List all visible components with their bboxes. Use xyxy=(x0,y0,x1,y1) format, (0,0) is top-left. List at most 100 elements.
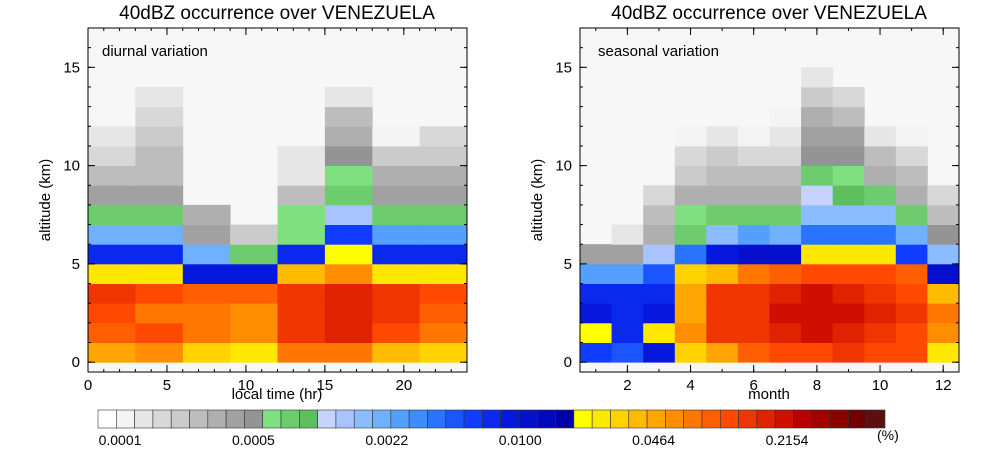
x-tick-label: 10 xyxy=(872,377,889,394)
heatmap-cell xyxy=(895,145,928,166)
heatmap-cell xyxy=(769,322,802,343)
heatmap-cell xyxy=(182,342,231,363)
y-axis-label-diurnal: altitude (km) xyxy=(37,159,54,242)
colorbar-swatch xyxy=(390,409,410,429)
heatmap-cell xyxy=(674,126,707,147)
heatmap-cell xyxy=(88,224,136,245)
heatmap-cell xyxy=(182,244,231,265)
heatmap-cell xyxy=(277,145,326,166)
colorbar-tick-label: 0.0100 xyxy=(499,432,542,448)
heatmap-cell xyxy=(419,244,468,265)
heatmap-cell xyxy=(927,263,960,284)
heatmap-cell xyxy=(135,322,184,343)
heatmap-cell xyxy=(182,204,231,225)
colorbar-swatch xyxy=(445,409,465,429)
y-tick-label: 15 xyxy=(63,59,80,76)
x-tick-label: 20 xyxy=(395,377,412,394)
heatmap-cell xyxy=(737,283,770,304)
heatmap-cell xyxy=(643,303,676,324)
heatmap-cell xyxy=(674,204,707,225)
heatmap-cell xyxy=(135,204,184,225)
heatmap-cell xyxy=(88,185,136,206)
colorbar-swatch xyxy=(116,409,135,429)
heatmap-cell xyxy=(88,322,136,343)
x-axis-label-diurnal: local time (hr) xyxy=(232,386,323,403)
heatmap-cell xyxy=(135,303,184,324)
colorbar-swatch xyxy=(646,409,666,429)
heatmap-cell xyxy=(832,224,865,245)
heatmap-cell xyxy=(135,126,184,147)
heatmap-cell xyxy=(769,145,802,166)
heatmap-cell xyxy=(927,244,960,265)
heatmap-cell xyxy=(611,283,644,304)
x-tick-label: 8 xyxy=(813,377,821,394)
heatmap-cell xyxy=(737,224,770,245)
heatmap-cell xyxy=(580,342,612,363)
heatmap-cell xyxy=(706,303,739,324)
colorbar-swatch xyxy=(207,409,227,429)
heatmap-cell xyxy=(230,244,278,265)
heatmap-cell xyxy=(801,106,834,127)
heatmap-cell xyxy=(643,185,676,206)
heatmap-cell xyxy=(324,263,373,284)
colorbar-swatch xyxy=(573,409,593,429)
heatmap-cell xyxy=(277,165,326,186)
colorbar-swatch xyxy=(152,409,172,429)
heatmap-cell xyxy=(737,185,770,206)
colorbar-swatch xyxy=(500,409,520,429)
heatmap-cell xyxy=(611,263,644,284)
colorbar-swatch xyxy=(756,409,776,429)
heatmap-cell xyxy=(135,342,184,363)
heatmap-cell xyxy=(895,263,928,284)
heatmap-cell xyxy=(832,106,865,127)
heatmap-cell xyxy=(674,185,707,206)
heatmap-cell xyxy=(801,322,834,343)
heatmap-cell xyxy=(674,224,707,245)
heatmap-cell xyxy=(324,165,373,186)
y-tick-label: 5 xyxy=(72,256,80,273)
heatmap-cell xyxy=(832,283,865,304)
heatmap-cell xyxy=(801,224,834,245)
heatmap-cell xyxy=(832,303,865,324)
heatmap-cell xyxy=(706,322,739,343)
heatmap-cell xyxy=(801,303,834,324)
heatmap-cell xyxy=(674,303,707,324)
heatmap-cell xyxy=(927,224,960,245)
heatmap-cell xyxy=(135,224,184,245)
x-tick-label: 5 xyxy=(163,377,171,394)
chart-title-seasonal: 40dBZ occurrence over VENEZUELA xyxy=(611,3,927,24)
heatmap-cell xyxy=(643,204,676,225)
heatmap-cell xyxy=(864,145,897,166)
colorbar-swatch xyxy=(793,409,813,429)
colorbar-swatch xyxy=(665,409,684,429)
heatmap-cell xyxy=(324,87,373,108)
colorbar-swatch xyxy=(134,409,154,429)
heatmap-cell xyxy=(324,224,373,245)
colorbar-swatch xyxy=(701,409,721,429)
heatmap-cell xyxy=(864,165,897,186)
colorbar-swatch xyxy=(555,409,575,429)
heatmap-cell xyxy=(643,244,676,265)
colorbar-swatch xyxy=(719,409,739,429)
heatmap-cell xyxy=(324,283,373,304)
colorbar-swatch xyxy=(372,409,392,429)
heatmap-cell xyxy=(801,263,834,284)
heatmap-cell xyxy=(706,204,739,225)
x-tick-label: 6 xyxy=(750,377,758,394)
heatmap-cell xyxy=(864,283,897,304)
y-tick-label: 0 xyxy=(72,354,80,371)
heatmap-cell xyxy=(706,263,739,284)
heatmap-cell xyxy=(611,303,644,324)
heatmap-cell xyxy=(832,342,865,363)
colorbar-swatch xyxy=(408,409,428,429)
heatmap-cell xyxy=(895,283,928,304)
heatmap-cell xyxy=(419,185,468,206)
heatmap-cell xyxy=(737,263,770,284)
heatmap-cell xyxy=(230,263,278,284)
colorbar-swatch xyxy=(299,409,318,429)
heatmap-cell xyxy=(832,165,865,186)
heatmap-cell xyxy=(895,185,928,206)
heatmap-cell xyxy=(277,342,326,363)
heatmap-cell xyxy=(769,263,802,284)
